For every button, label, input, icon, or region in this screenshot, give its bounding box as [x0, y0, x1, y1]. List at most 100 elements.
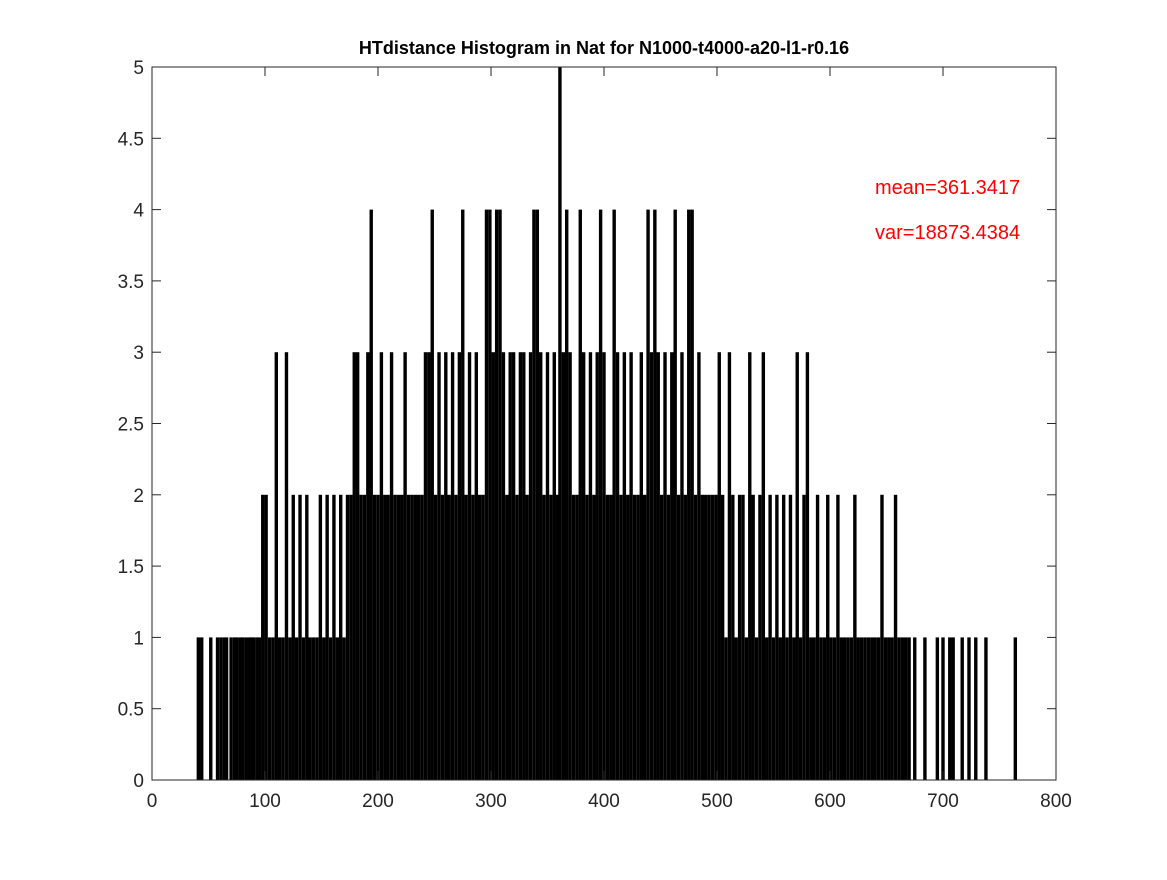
x-tick-label: 600: [814, 791, 846, 812]
bar: [416, 494, 421, 780]
bar: [474, 352, 479, 780]
bar: [539, 352, 543, 780]
bar: [717, 352, 721, 780]
bar: [352, 352, 356, 780]
y-tick-label: 1.5: [118, 557, 144, 578]
bar: [812, 637, 816, 780]
bar: [369, 209, 373, 781]
bar: [444, 352, 448, 780]
bar: [900, 637, 905, 780]
bar: [683, 494, 688, 780]
bar: [222, 637, 227, 780]
bar: [974, 637, 978, 780]
y-tick-label: 2: [133, 486, 144, 507]
bar: [758, 494, 762, 780]
bar: [359, 494, 363, 780]
bar: [815, 494, 820, 780]
bar: [318, 494, 323, 780]
bar: [913, 637, 917, 780]
bar: [308, 637, 312, 780]
bar: [498, 209, 502, 781]
y-tick-label: 0: [133, 771, 144, 792]
bar: [731, 494, 735, 780]
bar: [923, 637, 927, 780]
bar: [941, 637, 945, 780]
bar: [951, 637, 955, 780]
bar: [714, 494, 718, 780]
bar: [876, 637, 881, 780]
bar: [494, 209, 499, 781]
bar: [413, 494, 417, 780]
bar: [491, 352, 495, 780]
x-tick-label: 100: [249, 791, 281, 812]
bar: [281, 637, 285, 780]
bar: [822, 637, 827, 780]
bar: [389, 352, 394, 780]
bar: [467, 352, 472, 780]
bar: [592, 494, 596, 780]
bar: [252, 637, 256, 780]
bar: [829, 637, 833, 780]
bar: [244, 637, 248, 780]
bar: [883, 637, 888, 780]
bar: [240, 637, 245, 780]
bar: [690, 209, 694, 781]
bar: [219, 637, 223, 780]
bar: [515, 494, 519, 780]
bar: [345, 494, 350, 780]
bar: [271, 637, 275, 780]
bar: [261, 494, 265, 780]
y-tick-label: 5: [133, 58, 144, 79]
bar: [568, 352, 572, 780]
bar: [856, 637, 860, 780]
bar: [595, 352, 599, 780]
bar: [447, 494, 451, 780]
plot-area: 0 100 200 300 400 500 600 700 800 0 0.5 1 1.5 2 2.5 3 3.…: [118, 58, 1072, 812]
bar: [585, 494, 589, 780]
bar: [670, 352, 674, 780]
bar: [866, 637, 871, 780]
bar: [751, 494, 755, 780]
bar: [710, 494, 715, 780]
bar: [880, 494, 884, 780]
bar: [1013, 637, 1018, 780]
bar: [298, 494, 302, 780]
bar: [792, 637, 796, 780]
bar: [518, 352, 523, 780]
bar: [904, 637, 908, 780]
bar: [267, 637, 272, 780]
bar: [598, 209, 603, 781]
bar: [836, 494, 840, 780]
bar: [897, 637, 901, 780]
bar: [639, 352, 643, 780]
bar: [778, 637, 782, 780]
bar: [525, 494, 529, 780]
y-tick-label: 3.5: [118, 272, 144, 293]
bar: [420, 494, 424, 780]
bar: [680, 352, 684, 780]
bar: [488, 209, 492, 781]
bar: [235, 637, 239, 780]
x-tick-label: 400: [588, 791, 620, 812]
y-tick-label: 4: [133, 201, 144, 222]
bar: [403, 352, 407, 780]
bar: [761, 352, 766, 780]
bar: [907, 637, 911, 780]
bar: [768, 494, 772, 780]
bar: [505, 494, 509, 780]
bar: [832, 637, 837, 780]
bar: [741, 494, 745, 780]
bar: [224, 637, 229, 780]
bar: [366, 352, 370, 780]
bar: [332, 494, 336, 780]
bar: [846, 637, 850, 780]
bar: [396, 494, 401, 780]
bar: [571, 494, 576, 780]
bar: [619, 494, 623, 780]
bar: [754, 637, 759, 780]
bar: [264, 494, 268, 780]
bar: [748, 352, 752, 780]
bar: [433, 494, 438, 780]
bar: [602, 352, 606, 780]
y-tick-label: 3: [133, 343, 144, 364]
